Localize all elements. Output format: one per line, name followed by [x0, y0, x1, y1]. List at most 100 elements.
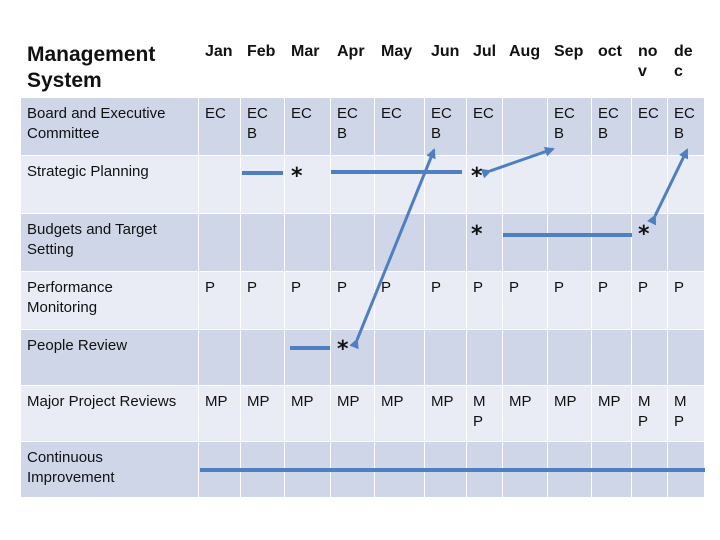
- schedule-cell: [632, 330, 668, 386]
- schedule-cell: [503, 214, 548, 272]
- schedule-cell: [668, 214, 705, 272]
- schedule-cell: [241, 330, 285, 386]
- schedule-cell: M P: [632, 386, 668, 442]
- schedule-cell: [668, 330, 705, 386]
- schedule-cell: [503, 98, 548, 156]
- schedule-cell: [425, 214, 467, 272]
- schedule-cell: [503, 442, 548, 498]
- schedule-cell: EC B: [592, 98, 632, 156]
- schedule-cell: [241, 442, 285, 498]
- month-header: Mar: [285, 38, 331, 98]
- schedule-cell: [241, 156, 285, 214]
- schedule-cell: [592, 214, 632, 272]
- schedule-cell: EC: [467, 98, 503, 156]
- schedule-cell: MP: [285, 386, 331, 442]
- schedule-cell: P: [331, 272, 375, 330]
- schedule-cell: [467, 442, 503, 498]
- schedule-cell: P: [548, 272, 592, 330]
- schedule-cell: EC: [199, 98, 241, 156]
- schedule-cell: [425, 156, 467, 214]
- schedule-cell: [375, 330, 425, 386]
- schedule-cell: MP: [199, 386, 241, 442]
- schedule-cell: [592, 330, 632, 386]
- month-header: no v: [632, 38, 668, 98]
- schedule-cell: P: [285, 272, 331, 330]
- schedule-cell: EC B: [668, 98, 705, 156]
- schedule-cell: P: [632, 272, 668, 330]
- schedule-cell: [668, 442, 705, 498]
- month-header: Jun: [425, 38, 467, 98]
- schedule-cell: [548, 442, 592, 498]
- schedule-cell: [199, 214, 241, 272]
- month-header: May: [375, 38, 425, 98]
- schedule-cell: EC: [632, 98, 668, 156]
- milestone-star: *: [471, 222, 483, 247]
- month-header: oct: [592, 38, 632, 98]
- schedule-cell: MP: [548, 386, 592, 442]
- schedule-cell: MP: [425, 386, 467, 442]
- schedule-cell: [285, 214, 331, 272]
- schedule-cell: M P: [668, 386, 705, 442]
- schedule-cell: MP: [241, 386, 285, 442]
- month-header: Jan: [199, 38, 241, 98]
- schedule-cell: [548, 330, 592, 386]
- schedule-cell: [199, 156, 241, 214]
- schedule-cell: [375, 442, 425, 498]
- milestone-star: *: [337, 337, 349, 362]
- row-label: Continuous Improvement: [21, 442, 199, 498]
- month-header: Aug: [503, 38, 548, 98]
- milestone-star: *: [291, 164, 303, 189]
- schedule-cell: [375, 156, 425, 214]
- row-label: Board and Executive Committee: [21, 98, 199, 156]
- schedule-cell: [199, 442, 241, 498]
- schedule-cell: [467, 214, 503, 272]
- row-label: Performance Monitoring: [21, 272, 199, 330]
- schedule-cell: [592, 156, 632, 214]
- schedule-cell: [592, 442, 632, 498]
- schedule-cell: [503, 330, 548, 386]
- schedule-cell: [331, 156, 375, 214]
- schedule-cell: EC B: [241, 98, 285, 156]
- schedule-cell: P: [668, 272, 705, 330]
- schedule-cell: [331, 442, 375, 498]
- schedule-cell: EC B: [425, 98, 467, 156]
- schedule-cell: [425, 330, 467, 386]
- row-label: Strategic Planning: [21, 156, 199, 214]
- schedule-cell: EC B: [331, 98, 375, 156]
- month-header: Sep: [548, 38, 592, 98]
- schedule-cell: [548, 156, 592, 214]
- row-label: People Review: [21, 330, 199, 386]
- schedule-cell: P: [467, 272, 503, 330]
- schedule-cell: [548, 214, 592, 272]
- schedule-cell: [331, 214, 375, 272]
- schedule-cell: P: [199, 272, 241, 330]
- schedule-cell: MP: [592, 386, 632, 442]
- schedule-cell: M P: [467, 386, 503, 442]
- schedule-cell: [632, 156, 668, 214]
- schedule-cell: [375, 214, 425, 272]
- schedule-cell: [467, 330, 503, 386]
- schedule-cell: [285, 330, 331, 386]
- milestone-star: *: [638, 222, 650, 247]
- schedule-cell: EC: [285, 98, 331, 156]
- schedule-cell: [199, 330, 241, 386]
- diagram-title: Management System: [21, 38, 199, 98]
- schedule-cell: [285, 156, 331, 214]
- schedule-cell: [425, 442, 467, 498]
- schedule-cell: [503, 156, 548, 214]
- schedule-cell: [632, 442, 668, 498]
- row-label: Budgets and Target Setting: [21, 214, 199, 272]
- schedule-cell: [241, 214, 285, 272]
- schedule-cell: P: [592, 272, 632, 330]
- month-header: de c: [668, 38, 705, 98]
- schedule-cell: P: [241, 272, 285, 330]
- schedule-cell: P: [425, 272, 467, 330]
- schedule-cell: P: [375, 272, 425, 330]
- month-header: Apr: [331, 38, 375, 98]
- row-label: Major Project Reviews: [21, 386, 199, 442]
- schedule-cell: [285, 442, 331, 498]
- milestone-star: *: [471, 164, 483, 189]
- month-header: Jul: [467, 38, 503, 98]
- schedule-cell: EC B: [548, 98, 592, 156]
- schedule-cell: P: [503, 272, 548, 330]
